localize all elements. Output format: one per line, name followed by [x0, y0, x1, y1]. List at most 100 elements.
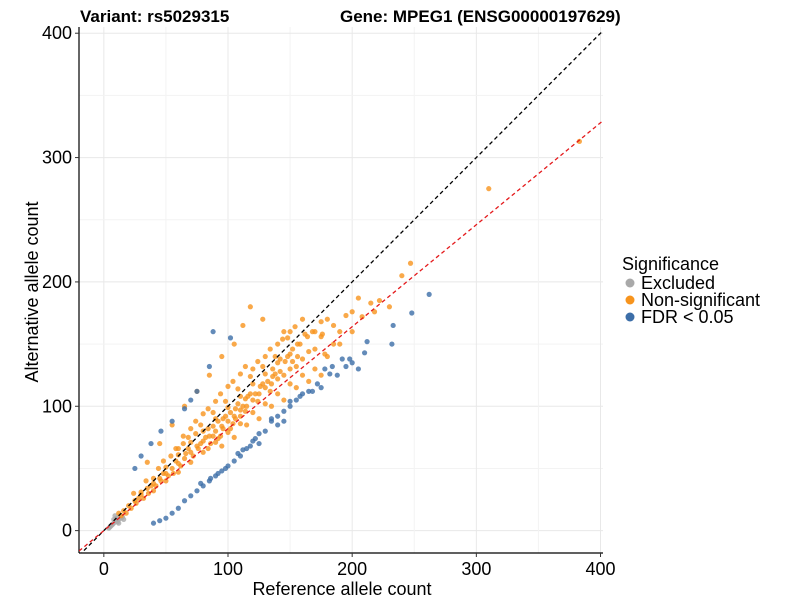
data-point	[225, 383, 231, 389]
data-point	[194, 488, 200, 494]
data-point	[312, 346, 318, 352]
y-tick-label: 400	[42, 23, 72, 43]
data-point	[157, 518, 163, 524]
data-point	[237, 407, 244, 413]
data-point	[260, 381, 266, 387]
legend-label: Non-significant	[641, 290, 760, 310]
data-point	[175, 445, 181, 452]
data-point	[250, 366, 256, 372]
data-point	[237, 421, 244, 427]
data-point	[244, 422, 250, 428]
data-point	[324, 316, 330, 322]
data-point	[327, 371, 333, 377]
y-axis-title: Alternative allele count	[22, 201, 42, 382]
data-point	[324, 353, 330, 360]
data-point	[232, 406, 239, 412]
data-points	[106, 138, 583, 531]
data-point	[355, 366, 361, 372]
data-point	[188, 397, 194, 403]
data-point	[132, 465, 138, 472]
y-tick-label: 200	[42, 272, 72, 292]
data-point	[185, 434, 191, 440]
data-point	[200, 411, 206, 417]
data-point	[200, 449, 206, 455]
y-tick-label: 100	[42, 396, 72, 416]
data-point	[190, 453, 196, 459]
data-point	[343, 312, 349, 319]
data-point	[319, 331, 325, 337]
data-point	[232, 416, 239, 422]
data-point	[277, 356, 283, 362]
data-point	[227, 335, 234, 341]
data-point	[210, 409, 216, 416]
data-point	[250, 409, 256, 416]
data-point	[247, 391, 253, 397]
data-point	[181, 406, 188, 412]
data-point	[262, 401, 268, 407]
data-point	[198, 422, 204, 428]
data-point	[169, 465, 175, 472]
data-point	[237, 371, 244, 377]
data-point	[334, 372, 340, 378]
data-point	[293, 363, 299, 370]
data-point	[131, 490, 137, 496]
data-point	[206, 372, 212, 378]
data-point	[275, 376, 281, 382]
data-point	[386, 304, 393, 310]
data-point	[275, 391, 281, 397]
data-point	[330, 341, 337, 347]
y-tick-label: 300	[42, 148, 72, 168]
data-point	[318, 319, 324, 325]
data-point	[337, 341, 343, 347]
data-point	[299, 316, 306, 322]
data-point	[282, 358, 288, 365]
data-point	[252, 435, 258, 442]
data-point	[275, 413, 281, 419]
data-point	[235, 386, 241, 392]
data-point	[121, 516, 127, 523]
data-point	[287, 398, 293, 404]
data-point	[304, 334, 311, 340]
data-point	[287, 329, 293, 335]
data-point	[222, 398, 229, 404]
data-point	[240, 403, 246, 409]
data-point	[349, 360, 355, 366]
data-point	[231, 458, 237, 464]
data-point	[277, 368, 283, 375]
series-non-significant	[116, 138, 583, 519]
data-point	[280, 336, 286, 342]
data-point	[293, 397, 299, 403]
data-point	[285, 353, 291, 360]
data-point	[260, 363, 266, 370]
data-point	[355, 295, 361, 301]
data-point	[275, 341, 281, 347]
data-point	[116, 520, 122, 526]
data-point	[111, 516, 117, 523]
data-point	[148, 440, 154, 447]
data-point	[399, 273, 405, 279]
data-point	[376, 297, 383, 304]
data-point	[272, 371, 278, 377]
data-point	[312, 329, 318, 335]
data-point	[349, 329, 355, 335]
data-point	[364, 339, 370, 345]
data-point	[222, 465, 229, 472]
x-tick-label: 200	[337, 559, 367, 579]
data-point	[220, 416, 226, 422]
data-point	[158, 428, 164, 434]
data-point	[293, 385, 299, 391]
legend-label: Excluded	[641, 273, 715, 293]
data-point	[262, 371, 268, 377]
data-point	[188, 426, 194, 432]
data-point	[268, 416, 275, 422]
data-point	[242, 363, 248, 370]
legend-title: Significance	[622, 254, 719, 274]
data-point	[210, 433, 216, 439]
legend-label: FDR < 0.05	[641, 307, 734, 327]
data-point	[262, 353, 268, 360]
data-point	[217, 391, 224, 397]
data-point	[407, 260, 414, 266]
data-point	[205, 406, 211, 412]
data-point	[138, 453, 144, 459]
